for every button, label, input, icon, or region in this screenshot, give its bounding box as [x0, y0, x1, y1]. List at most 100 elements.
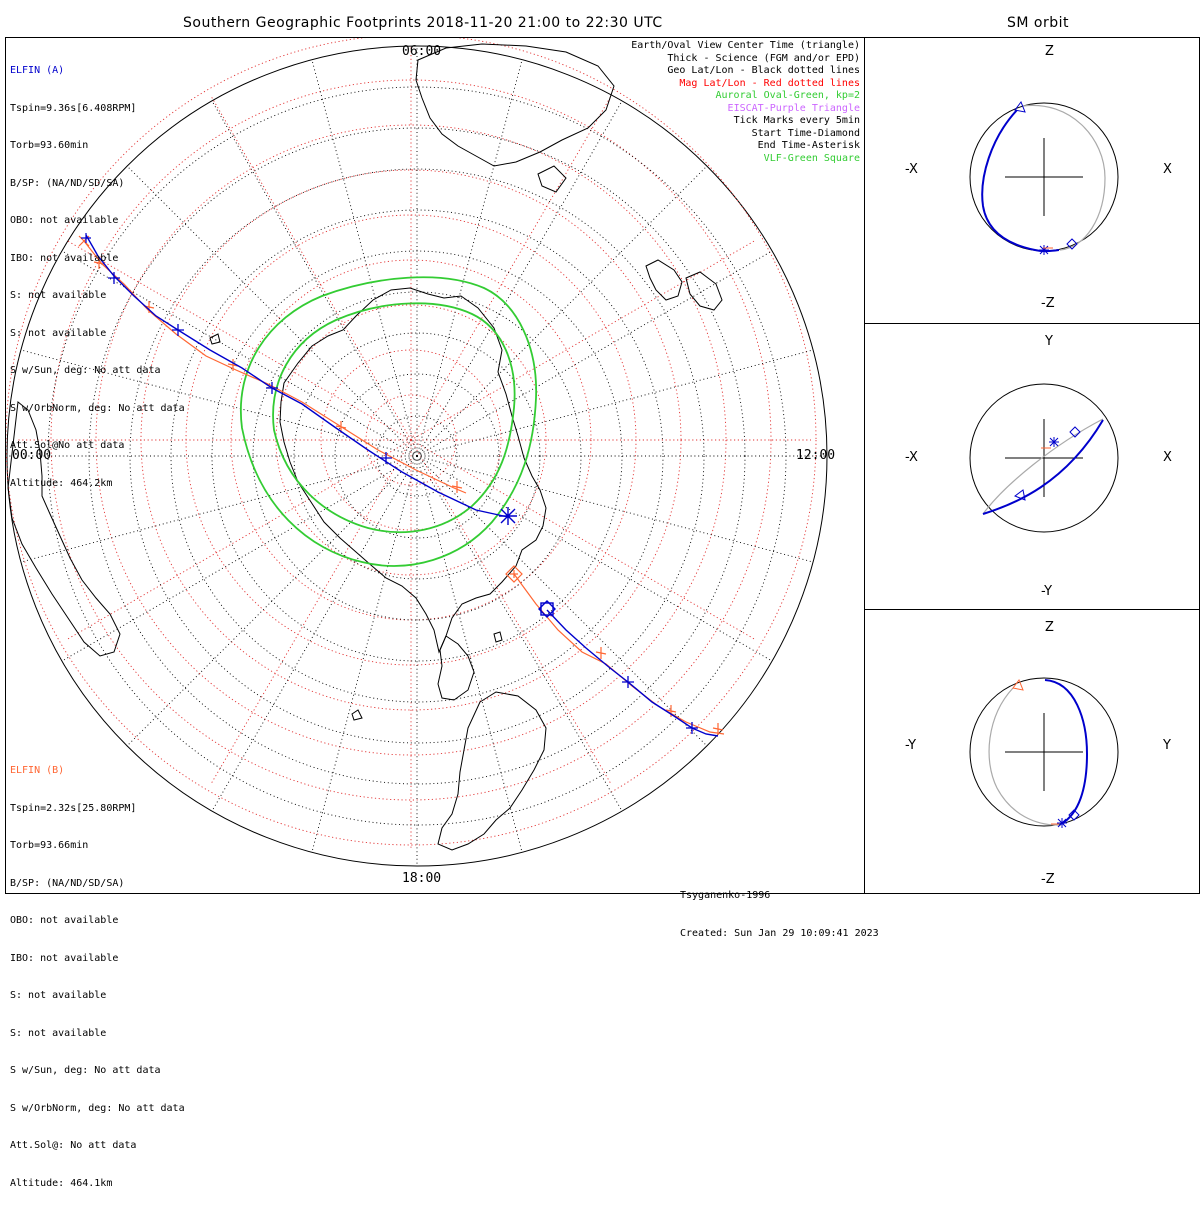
axis-label-bottom: -Z	[1041, 296, 1055, 311]
elfin-a-asterisk	[1049, 437, 1059, 447]
elfin-a-orbit	[982, 419, 1104, 515]
axis-label-top: Y	[1045, 334, 1053, 349]
elfin-a-line: Torb=93.60min	[10, 140, 89, 151]
elfin-b-line: S w/Sun, deg: No att data	[10, 1065, 161, 1076]
plot-title: Southern Geographic Footprints 2018-11-2…	[183, 15, 663, 31]
elfin-a-info: ELFIN (A) Tspin=9.36s[6.408RPM] Torb=93.…	[10, 40, 185, 515]
sm-orbit-xz-plot	[969, 100, 1119, 255]
elfin-b-orbit	[982, 418, 1104, 515]
elfin-b-track-north	[83, 240, 467, 494]
elfin-a-track-south	[546, 609, 719, 737]
mlt-label-left: 00:00	[12, 448, 52, 463]
elfin-a-start-diamond	[538, 600, 556, 618]
elfin-a-line: Att.Sol@No att data	[10, 440, 125, 451]
axis-label-bottom: -Z	[1041, 872, 1055, 887]
legend-item: Start Time-Diamond	[751, 127, 860, 139]
island-1	[209, 333, 221, 345]
legend-item: Tick Marks every 5min	[733, 115, 860, 126]
elfin-b-info: ELFIN (B) Tspin=2.32s[25.80RPM] Torb=93.…	[10, 740, 185, 1215]
footer: Tsyganenko-1996 Created: Sun Jan 29 10:0…	[680, 865, 879, 965]
new-zealand-north-coast	[685, 271, 723, 311]
africa-coast	[7, 401, 121, 657]
south-america-coast	[437, 691, 547, 851]
elfin-a-line: S w/OrbNorm, deg: No att data	[10, 402, 185, 414]
elfin-b-name: ELFIN (B)	[10, 765, 65, 776]
elfin-b-line: Tspin=2.32s[25.80RPM]	[10, 802, 137, 814]
coastlines	[7, 43, 723, 851]
elfin-b-line: Torb=93.66min	[10, 840, 89, 851]
elfin-b-line: IBO: not available	[10, 952, 119, 964]
elfin-a-line: B/SP: (NA/ND/SD/SA)	[10, 177, 125, 189]
axis-label-top: Z	[1045, 44, 1054, 59]
sm-orbit-title: SM orbit	[1007, 15, 1070, 31]
elfin-a-line: S: not available	[10, 327, 107, 339]
sm-orbit-panel-xy: Y -Y -X X	[864, 323, 1200, 610]
map-boundary	[6, 45, 828, 867]
legend: Earth/Oval View Center Time (triangle) Th…	[631, 40, 860, 165]
elfin-a-line: IBO: not available	[10, 252, 119, 264]
legend-item: Mag Lat/Lon - Red dotted lines	[679, 77, 860, 89]
island-2	[351, 709, 363, 721]
tasmania-coast	[537, 165, 567, 193]
polar-map	[6, 38, 828, 867]
mlt-label-bottom: 18:00	[402, 871, 442, 886]
elfin-a-line: Altitude: 464.2km	[10, 477, 113, 489]
legend-item: Geo Lat/Lon - Black dotted lines	[667, 65, 860, 76]
elfin-a-orbit	[981, 109, 1060, 253]
elfin-a-line: S: not available	[10, 290, 107, 301]
elfin-a-line: Tspin=9.36s[6.408RPM]	[10, 102, 137, 114]
elfin-a-name: ELFIN (A)	[10, 65, 65, 76]
elfin-b-tick-marks	[93, 257, 724, 735]
axis-label-right: X	[1163, 450, 1172, 465]
australia-coast	[415, 43, 615, 167]
elfin-b-line: OBO: not available	[10, 915, 119, 926]
elfin-a-triangle	[1013, 489, 1026, 501]
elfin-b-triangle	[1012, 678, 1024, 691]
legend-item: EISCAT-Purple Triangle	[727, 102, 860, 114]
elfin-a-triangle	[81, 233, 91, 243]
auroral-oval-outer	[240, 276, 537, 567]
earth-circle	[969, 383, 1119, 533]
legend-item: Earth/Oval View Center Time (triangle)	[631, 40, 860, 51]
sm-orbit-panel-yz: Z -Z -Y Y	[864, 609, 1200, 894]
antarctic-peninsula-coast	[437, 635, 475, 701]
earth-circle	[969, 677, 1119, 827]
axis-label-right: Y	[1163, 738, 1171, 753]
axis-label-left: -X	[905, 162, 918, 177]
legend-item: Thick - Science (FGM and/or EPD)	[667, 52, 860, 64]
new-zealand-south-coast	[645, 259, 683, 301]
elfin-b-start-diamond	[505, 565, 523, 583]
auroral-ovals	[240, 276, 537, 567]
axis-label-bottom: -Y	[1041, 584, 1053, 599]
legend-item: Auroral Oval-Green, kp=2	[715, 90, 861, 101]
mlt-label-right: 12:00	[796, 448, 836, 463]
elfin-b-line: Altitude: 464.1km	[10, 1177, 113, 1189]
elfin-b-line: S: not available	[10, 990, 107, 1001]
elfin-b-line: B/SP: (NA/ND/SD/SA)	[10, 877, 125, 889]
created-timestamp: Created: Sun Jan 29 10:09:41 2023	[680, 927, 879, 939]
sm-orbit-xy-plot	[969, 383, 1119, 533]
legend-item: VLF-Green Square	[763, 152, 860, 164]
elfin-b-orbit	[1022, 104, 1106, 251]
elfin-b-track-south	[513, 573, 725, 735]
elfin-a-end-asterisk	[499, 507, 517, 525]
mag-lon-lines	[16, 46, 811, 850]
axis-label-left: -X	[905, 450, 918, 465]
elfin-b-line: S w/OrbNorm, deg: No att data	[10, 1102, 185, 1114]
elfin-a-triangle	[1014, 100, 1026, 113]
antarctica-coast	[279, 287, 547, 654]
elfin-b-orbit	[988, 687, 1062, 826]
elfin-a-orbit	[1044, 679, 1089, 825]
mlt-label-top: 06:00	[402, 44, 442, 59]
elfin-b-line: S: not available	[10, 1027, 107, 1039]
axis-label-right: X	[1163, 162, 1172, 177]
elfin-a-diamond	[1068, 809, 1080, 821]
axis-label-left: -Y	[905, 738, 917, 753]
elfin-b-line: Att.Sol@: No att data	[10, 1140, 137, 1151]
elfin-a-track	[81, 233, 719, 737]
elfin-a-track-north	[85, 234, 509, 518]
axis-label-top: Z	[1045, 620, 1054, 635]
elfin-a-diamond	[1069, 426, 1081, 438]
island-3	[493, 631, 503, 643]
elfin-a-diamond	[1066, 238, 1078, 250]
